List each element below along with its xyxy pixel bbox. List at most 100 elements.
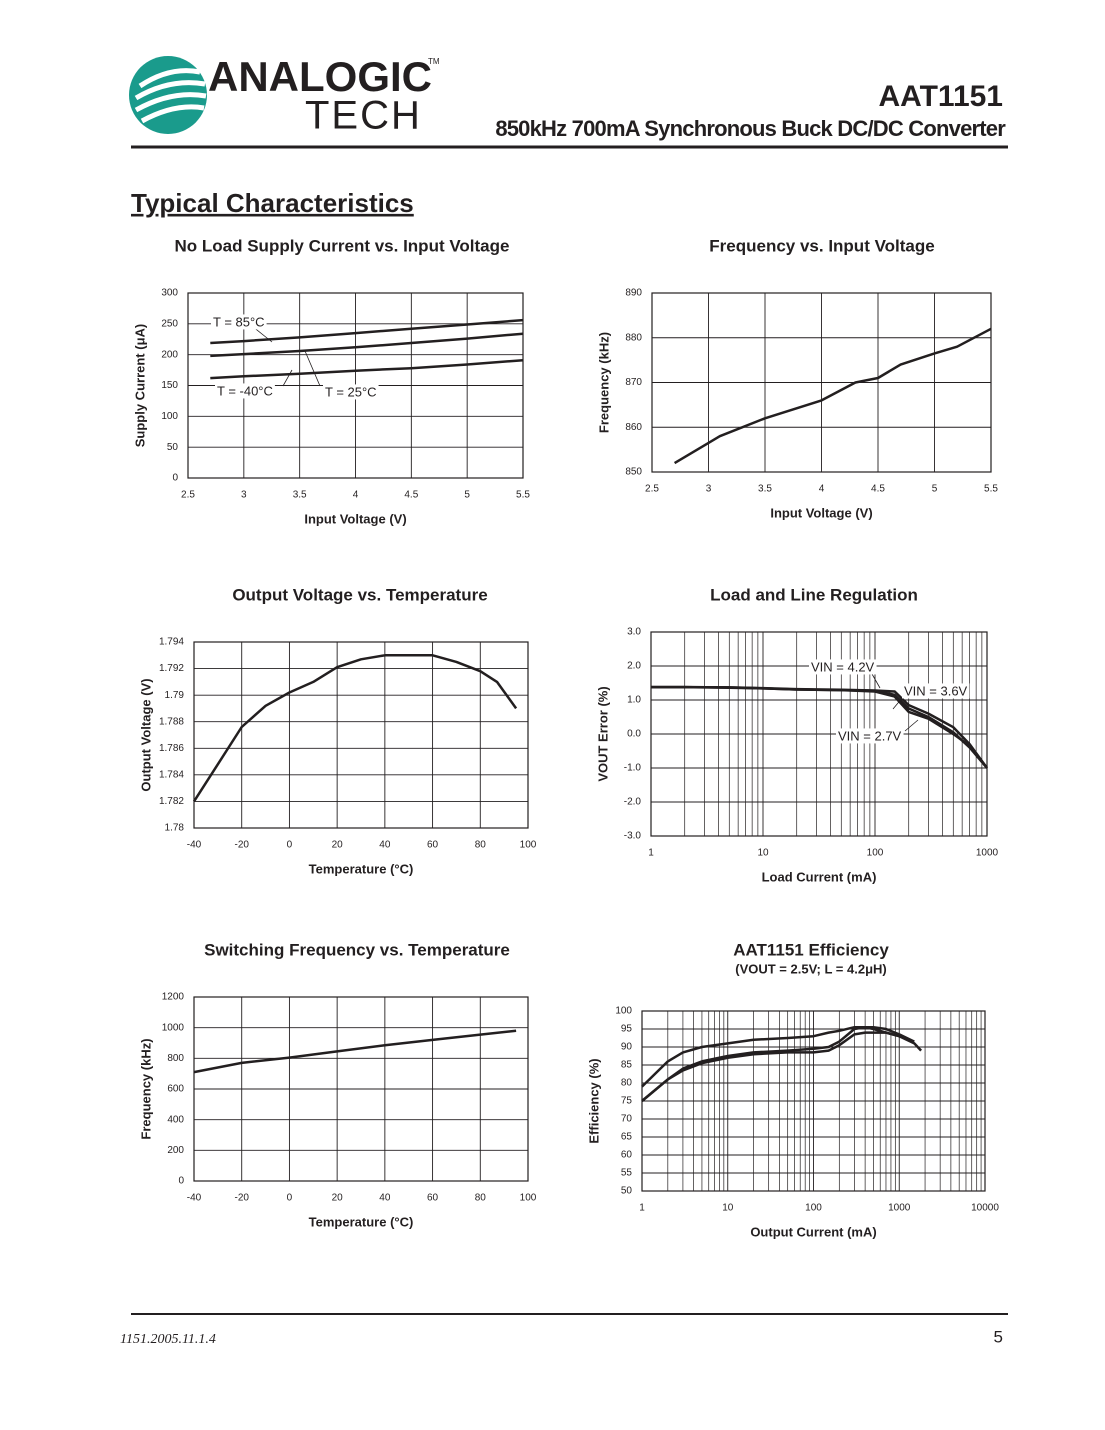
x-axis-label: Load Current (mA) [762,869,877,884]
chart-title: Load and Line Regulation [710,585,918,604]
y-tick-label: 1200 [162,992,185,1003]
y-tick-label: 1.78 [165,823,185,834]
leader-line [871,673,881,689]
x-tick-label: 10000 [971,1203,999,1214]
x-tick-label: 100 [520,840,537,851]
x-tick-label: 10 [722,1203,734,1214]
label-bg [836,728,904,744]
logo-top: ANALOGIC [208,53,432,100]
x-tick-label: 4 [353,490,359,501]
y-tick-label: -1.0 [624,763,642,774]
y-tick-label: 200 [161,349,178,360]
label-bg [323,384,379,400]
x-tick-label: 80 [475,1193,487,1204]
x-tick-label: 40 [379,840,391,851]
series-line [210,318,524,345]
x-tick-label: 80 [475,840,487,851]
series-label: T = 85°C [213,314,265,329]
x-tick-label: 4 [819,484,825,495]
chart-title: Frequency vs. Input Voltage [709,236,934,255]
y-tick-label: 70 [621,1114,633,1125]
x-tick-label: 3 [706,484,712,495]
y-tick-label: 100 [615,1006,632,1017]
x-tick-label: 0 [287,840,293,851]
x-axis-label: Input Voltage (V) [304,511,406,526]
series-label: T = 25°C [325,384,377,399]
logo-tm: TM [428,57,440,66]
y-tick-label: 1.788 [159,716,184,727]
x-tick-label: 3 [241,490,247,501]
x-tick-label: 2.5 [181,490,195,501]
x-tick-label: 1 [639,1203,645,1214]
series-line [210,332,524,358]
series-line [193,1029,517,1074]
y-axis-label: Frequency (kHz) [596,332,611,433]
x-axis-label: Temperature (°C) [309,1214,414,1229]
x-tick-label: 3.5 [293,490,307,501]
x-tick-label: 60 [427,840,439,851]
x-tick-label: 1000 [976,848,999,859]
x-tick-label: 1000 [888,1203,911,1214]
y-axis-label: Efficiency (%) [586,1058,601,1143]
label-bg [211,314,267,330]
y-tick-label: 1.782 [159,796,184,807]
series-line [673,327,992,465]
x-tick-label: -40 [187,840,202,851]
y-tick-label: 890 [625,288,642,299]
series-line [210,358,524,380]
y-tick-label: 1.0 [627,695,641,706]
series-line [641,1025,915,1102]
y-tick-label: 0 [178,1176,184,1187]
y-tick-label: 2.0 [627,661,641,672]
series-line [192,654,518,803]
y-tick-label: 600 [167,1084,184,1095]
series-line [651,685,988,769]
x-tick-label: 0 [287,1193,293,1204]
y-tick-label: 800 [167,1053,184,1064]
y-tick-label: 400 [167,1114,184,1125]
y-axis-label: Output Voltage (V) [138,678,153,791]
leader-line [892,696,904,710]
logo-bottom: TECH [305,94,422,138]
x-tick-label: 3.5 [758,484,772,495]
leader-line [904,719,919,732]
series-label: T = -40°C [217,383,273,398]
y-tick-label: 3.0 [627,627,641,638]
logo-stripes [134,68,207,124]
x-axis-label: Input Voltage (V) [770,505,872,520]
y-tick-label: 55 [621,1168,633,1179]
y-tick-label: 50 [621,1186,633,1197]
leader-line [304,350,321,387]
x-tick-label: 5 [464,490,470,501]
x-tick-label: 10 [757,848,769,859]
y-tick-label: 1.792 [159,663,184,674]
y-tick-label: 95 [621,1024,633,1035]
y-tick-label: 860 [625,422,642,433]
y-tick-label: 200 [167,1145,184,1156]
y-tick-label: 65 [621,1132,633,1143]
series-label: VIN = 3.6V [904,683,968,698]
y-tick-label: 1.79 [165,690,185,701]
y-tick-label: 870 [625,377,642,388]
x-tick-label: 5.5 [984,484,998,495]
x-tick-label: 4.5 [871,484,885,495]
plot-area [193,641,529,829]
x-tick-label: -40 [187,1193,202,1204]
y-tick-label: 1.784 [159,769,184,780]
y-tick-label: 0.0 [627,729,641,740]
y-tick-label: 850 [625,467,642,478]
chart-title: No Load Supply Current vs. Input Voltage [175,236,510,255]
leader-line [282,369,293,387]
y-tick-label: 85 [621,1060,633,1071]
logo: ANALOGIC TM TECH [129,53,440,138]
chart-title: Output Voltage vs. Temperature [232,585,487,604]
y-axis-label: VOUT Error (%) [595,686,610,781]
chart-subtitle: (VOUT = 2.5V; L = 4.2μH) [735,961,887,976]
chart-title: AAT1151 Efficiency [733,940,889,959]
x-tick-label: 1 [648,848,654,859]
page-number: 5 [994,1327,1003,1346]
series-label: VIN = 2.7V [838,728,902,743]
x-tick-label: 5 [932,484,938,495]
